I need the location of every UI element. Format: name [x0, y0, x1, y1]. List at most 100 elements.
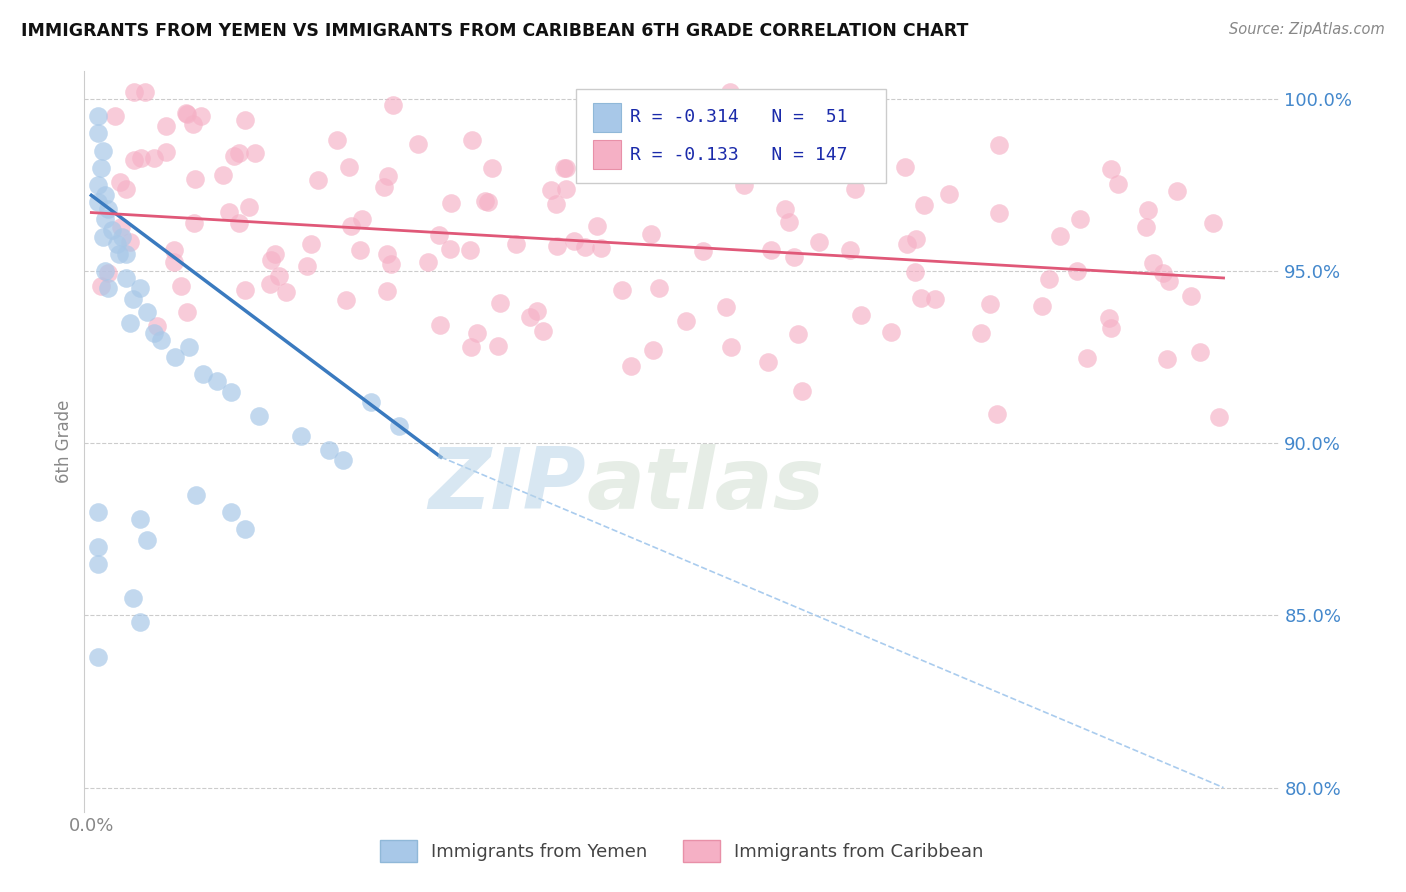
Text: ZIP: ZIP	[429, 444, 586, 527]
Point	[136, 305, 159, 319]
Point	[388, 419, 411, 434]
Point	[783, 250, 806, 264]
Point	[162, 244, 184, 258]
Point	[1107, 177, 1129, 191]
Point	[97, 281, 120, 295]
Point	[375, 284, 398, 298]
Point	[212, 169, 235, 183]
Point	[1180, 289, 1202, 303]
Point	[115, 271, 138, 285]
Point	[332, 453, 354, 467]
Point	[274, 285, 297, 300]
Text: atlas: atlas	[586, 444, 824, 527]
Point	[264, 246, 287, 260]
Point	[987, 205, 1010, 219]
Point	[108, 176, 131, 190]
Point	[377, 169, 399, 183]
Text: IMMIGRANTS FROM YEMEN VS IMMIGRANTS FROM CARIBBEAN 6TH GRADE CORRELATION CHART: IMMIGRANTS FROM YEMEN VS IMMIGRANTS FROM…	[21, 22, 969, 40]
Point	[90, 279, 112, 293]
Point	[1156, 351, 1178, 366]
Point	[318, 443, 340, 458]
Point	[586, 219, 609, 234]
Point	[1031, 299, 1053, 313]
Point	[218, 204, 240, 219]
Point	[429, 318, 451, 332]
Point	[87, 540, 110, 554]
Text: R = -0.133   N = 147: R = -0.133 N = 147	[630, 145, 848, 163]
Point	[115, 247, 138, 261]
Text: R = -0.314   N =  51: R = -0.314 N = 51	[630, 109, 848, 127]
Point	[94, 212, 117, 227]
Point	[486, 339, 509, 353]
Point	[129, 281, 152, 295]
Point	[894, 160, 917, 174]
Point	[104, 109, 127, 123]
Point	[155, 145, 177, 159]
Point	[427, 227, 450, 242]
Y-axis label: 6th Grade: 6th Grade	[55, 400, 73, 483]
Point	[136, 533, 159, 547]
Point	[1097, 311, 1119, 326]
Point	[460, 340, 482, 354]
Point	[979, 297, 1001, 311]
Point	[716, 300, 738, 314]
Point	[574, 240, 596, 254]
Point	[340, 219, 363, 233]
Point	[1101, 320, 1123, 334]
Point	[335, 293, 357, 308]
Point	[190, 109, 212, 123]
Point	[94, 188, 117, 202]
Point	[382, 98, 405, 112]
Point	[179, 340, 201, 354]
Point	[219, 505, 242, 519]
Point	[938, 187, 960, 202]
Point	[87, 557, 110, 571]
Point	[134, 85, 156, 99]
Point	[553, 161, 575, 175]
Point	[259, 277, 281, 291]
Point	[122, 153, 145, 167]
Point	[233, 113, 256, 128]
Point	[90, 161, 112, 175]
Point	[440, 195, 463, 210]
Point	[612, 283, 634, 297]
Point	[465, 326, 488, 341]
Point	[904, 265, 927, 279]
Point	[94, 264, 117, 278]
Point	[792, 384, 814, 398]
Point	[1076, 351, 1098, 365]
Point	[176, 107, 198, 121]
Point	[165, 350, 187, 364]
Point	[233, 522, 256, 536]
Point	[118, 235, 141, 250]
Point	[290, 429, 312, 443]
Point	[461, 133, 484, 147]
Point	[228, 216, 250, 230]
Point	[986, 407, 1008, 421]
Point	[554, 161, 576, 175]
Point	[406, 137, 429, 152]
Point	[418, 254, 440, 268]
Point	[111, 229, 134, 244]
Point	[505, 237, 527, 252]
Point	[1135, 219, 1157, 234]
Point	[773, 202, 796, 217]
Point	[1202, 216, 1225, 230]
Point	[110, 219, 132, 234]
Point	[183, 172, 205, 186]
Point	[91, 229, 114, 244]
Point	[1142, 256, 1164, 270]
Point	[776, 147, 799, 161]
Point	[1066, 264, 1088, 278]
Point	[307, 173, 329, 187]
Point	[108, 247, 131, 261]
Point	[555, 181, 578, 195]
Point	[162, 255, 184, 269]
Point	[759, 243, 782, 257]
Point	[143, 326, 166, 340]
Point	[526, 303, 548, 318]
Point	[593, 103, 616, 118]
Point	[924, 293, 946, 307]
Point	[146, 319, 169, 334]
Point	[350, 212, 373, 227]
